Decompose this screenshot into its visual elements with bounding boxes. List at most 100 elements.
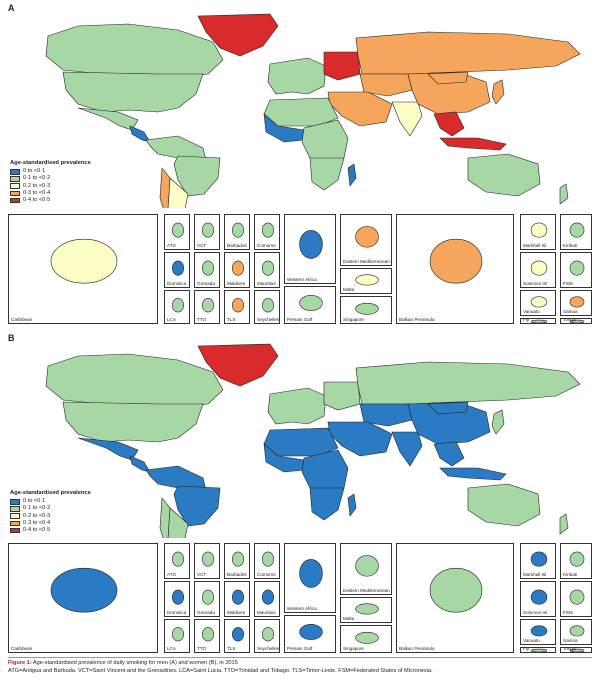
inset-tto: TTO bbox=[194, 290, 220, 324]
inset-fsm: FSM bbox=[560, 252, 592, 288]
inset-atg: ATG bbox=[164, 214, 190, 250]
inset-land bbox=[50, 567, 118, 613]
inset-label: Marshall Isl bbox=[523, 572, 547, 577]
caption-title: Figure 1: Age-standardised prevalence of… bbox=[8, 660, 592, 668]
inset-caribbean: Caribbean bbox=[8, 543, 158, 653]
legend-swatch bbox=[10, 527, 20, 534]
legend-item: 0·1 to <0·2 bbox=[10, 175, 91, 182]
inset-label: Malta bbox=[343, 616, 355, 621]
figure-caption: Figure 1: Age-standardised prevalence of… bbox=[8, 660, 592, 675]
region-brazil bbox=[173, 155, 221, 197]
inset-label: Eastern Mediterranean bbox=[343, 259, 390, 264]
inset-shape bbox=[299, 624, 323, 640]
inset-land bbox=[50, 238, 118, 284]
inset-mauritius: Mauritius bbox=[254, 581, 280, 617]
inset-label: Solomon Isl bbox=[523, 610, 548, 615]
inset-dominica: Dominica bbox=[164, 252, 190, 288]
inset-shape bbox=[261, 260, 275, 276]
inset-shape bbox=[355, 302, 379, 315]
inset-shape bbox=[530, 648, 548, 652]
inset-land bbox=[355, 226, 379, 248]
inset-land bbox=[569, 296, 585, 308]
inset-shape bbox=[261, 551, 275, 567]
region-madagascar bbox=[347, 163, 357, 187]
inset-label: Dominica bbox=[167, 281, 187, 286]
inset-tto: TTO bbox=[194, 619, 220, 653]
inset-label: Fiji bbox=[523, 647, 529, 651]
inset-land bbox=[429, 238, 483, 284]
inset-land bbox=[530, 625, 548, 637]
inset-land bbox=[569, 625, 585, 637]
inset-label: Kiribati bbox=[563, 243, 578, 248]
inset-land bbox=[569, 589, 585, 605]
inset-shape bbox=[530, 260, 548, 276]
inset-shape bbox=[429, 238, 483, 284]
inset-comoros: Comoros bbox=[254, 543, 280, 579]
inset-vct: VCT bbox=[194, 214, 220, 250]
inset-label: Kiribati bbox=[563, 572, 578, 577]
inset-land bbox=[569, 319, 585, 323]
inset-tls: TLS bbox=[224, 290, 250, 324]
inset-land bbox=[231, 627, 245, 642]
inset-caribbean: Caribbean bbox=[8, 214, 158, 324]
inset-shape bbox=[261, 627, 275, 642]
panel-b-insets: Caribbean ATG VCT Barbados Comoros Dominica Gr… bbox=[8, 543, 592, 655]
inset-label: Tonga bbox=[563, 318, 576, 322]
inset-land bbox=[231, 298, 245, 313]
inset-balkan-peninsula: Balkan Peninsula bbox=[396, 543, 514, 653]
legend-item: 0·3 to <0·4 bbox=[10, 520, 91, 527]
region-south-america-north bbox=[145, 465, 207, 491]
inset-land bbox=[569, 260, 585, 276]
inset-label: LCA bbox=[167, 646, 176, 651]
inset-land bbox=[299, 624, 323, 640]
inset-tls: TLS bbox=[224, 619, 250, 653]
inset-land bbox=[231, 551, 245, 567]
inset-lca: LCA bbox=[164, 290, 190, 324]
inset-label: Samoa bbox=[563, 638, 578, 643]
inset-maldives: Maldives bbox=[224, 581, 250, 617]
inset-land bbox=[171, 551, 185, 567]
inset-shape bbox=[231, 627, 245, 642]
inset-marshall-isl: Marshall Isl bbox=[520, 543, 556, 579]
region-east-europe bbox=[323, 381, 361, 411]
region-south-america-north bbox=[145, 135, 207, 161]
region-mongolia bbox=[427, 71, 469, 85]
inset-label: Persian Gulf bbox=[287, 646, 313, 651]
inset-shape bbox=[171, 627, 185, 642]
inset-label: TTO bbox=[197, 317, 207, 322]
inset-atg: ATG bbox=[164, 543, 190, 579]
inset-land bbox=[355, 274, 379, 286]
inset-label: TLS bbox=[227, 646, 236, 651]
panel-b-world-map bbox=[45, 343, 581, 538]
inset-samoa: Samoa bbox=[560, 619, 592, 645]
region-south-africa-region bbox=[309, 487, 345, 521]
legend-label: 0·2 to <0·3 bbox=[23, 182, 51, 189]
inset-land bbox=[569, 222, 585, 238]
inset-label: FSM bbox=[563, 610, 573, 615]
inset-land bbox=[171, 589, 185, 605]
inset-land bbox=[355, 603, 379, 615]
inset-land bbox=[171, 222, 185, 238]
inset-shape bbox=[429, 567, 483, 613]
inset-shape bbox=[569, 551, 585, 567]
inset-shape bbox=[201, 222, 215, 238]
inset-shape bbox=[355, 631, 379, 644]
inset-land bbox=[201, 551, 215, 567]
inset-land bbox=[569, 551, 585, 567]
inset-seychelles: Seychelles bbox=[254, 619, 280, 653]
legend-label: 0·1 to <0·2 bbox=[23, 175, 51, 182]
inset-label: LCA bbox=[167, 317, 176, 322]
legend-item: 0·2 to <0·3 bbox=[10, 513, 91, 520]
region-indonesia bbox=[439, 137, 507, 151]
inset-shape bbox=[355, 555, 379, 577]
legend-item: 0 to <0·1 bbox=[10, 498, 91, 505]
inset-shape bbox=[355, 603, 379, 615]
region-canada bbox=[45, 23, 224, 79]
legend-item: 0·4 to <0·5 bbox=[10, 527, 91, 534]
region-japan bbox=[491, 79, 505, 105]
inset-shape bbox=[201, 589, 215, 605]
inset-shape bbox=[299, 295, 323, 311]
inset-land bbox=[530, 260, 548, 276]
inset-shape bbox=[261, 222, 275, 238]
inset-shape bbox=[50, 567, 118, 613]
